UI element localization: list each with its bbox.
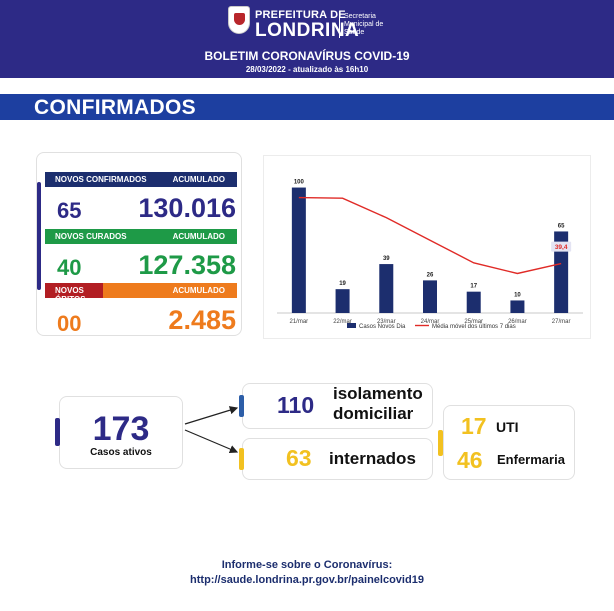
confirmados-acc-value: 130.016 xyxy=(138,193,236,223)
active-cases-value: 173 xyxy=(92,410,150,448)
header-divider xyxy=(339,12,340,38)
bar-value-label: 26 xyxy=(427,272,434,278)
curados-acc-value: 127.358 xyxy=(138,250,236,280)
hospital-card xyxy=(443,405,575,480)
internados-accent-bar xyxy=(239,448,244,470)
bulletin-date: 28/03/2022 - atualizado às 16h10 xyxy=(245,65,369,74)
confirmados-label: NOVOS CONFIRMADOS xyxy=(55,175,147,184)
bulletin-title: BOLETIM CORONAVÍRUS COVID-19 xyxy=(204,49,410,63)
obitos-acc-value: 2.485 xyxy=(168,305,236,335)
arrow-to-internados xyxy=(184,429,239,454)
crest-icon xyxy=(228,6,250,34)
obitos-header: NOVOS ÓBITOS xyxy=(45,283,103,304)
bar-22/mar xyxy=(335,289,350,313)
header-banner xyxy=(0,0,614,78)
org-name-line2: LONDRINA xyxy=(255,20,360,41)
secretaria-label: Secretaria Municipal de Saúde xyxy=(344,13,384,36)
bar-value-label: 65 xyxy=(558,223,565,229)
active-cases-label: Casos ativos xyxy=(90,447,152,458)
summary-accent-bar xyxy=(37,182,41,290)
curados-label: NOVOS CURADOS xyxy=(55,232,127,241)
bar-value-label: 19 xyxy=(339,281,346,287)
hospital-accent-bar xyxy=(438,430,443,456)
moving-average-line xyxy=(298,196,562,275)
active-accent-bar xyxy=(55,418,60,446)
enfermaria-value: 46 xyxy=(457,447,483,473)
x-tick-label: 23/mar xyxy=(377,319,396,325)
isolamento-card xyxy=(242,383,433,429)
section-band xyxy=(0,94,614,120)
bar-value-label: 10 xyxy=(514,292,521,298)
highlight-box xyxy=(551,241,572,252)
arrow-to-isolamento xyxy=(184,406,239,425)
cases-chart: 100 21/mar 19 22/mar 39 23/mar 26 24/mar 17 25/ma… xyxy=(277,180,583,330)
x-tick-label: 24/mar xyxy=(421,319,440,325)
footer-link[interactable]: http://saude.londrina.pr.gov.br/painelco… xyxy=(190,574,424,586)
obitos-acc-label: ACUMULADO xyxy=(172,286,225,295)
org-name-line1: PREFEITURA DE xyxy=(255,9,346,21)
bar-23/mar xyxy=(379,264,394,313)
x-tick-label: 25/mar xyxy=(464,319,483,325)
bar-21/mar xyxy=(291,187,306,313)
curados-day-value: 40 xyxy=(57,255,82,280)
legend-bar-swatch xyxy=(347,323,356,328)
isolamento-value: 110 xyxy=(277,392,315,418)
x-tick-label: 22/mar xyxy=(333,319,352,325)
legend-line-label: Média móvel dos últimos 7 dias xyxy=(432,324,516,330)
uti-value: 17 xyxy=(461,413,487,439)
moving-average-label: 39,4 xyxy=(555,244,568,251)
internados-value: 63 xyxy=(286,445,312,471)
bar-value-label: 100 xyxy=(294,180,305,186)
arrow-icon xyxy=(184,406,239,454)
bar-25/mar xyxy=(466,291,481,313)
footer-info: Informe-se sobre o Coronavírus: xyxy=(221,559,393,571)
internados-label: internados xyxy=(329,449,416,468)
bar-24/mar xyxy=(423,280,437,313)
enfermaria-label: Enfermaria xyxy=(497,452,565,467)
section-title: CONFIRMADOS xyxy=(34,96,196,119)
x-tick-label: 26/mar xyxy=(508,319,527,325)
x-tick-label: 27/mar xyxy=(552,319,571,325)
isolamento-label: isolamento domiciliar xyxy=(333,384,423,423)
uti-label: UTI xyxy=(496,419,519,435)
confirmados-day-value: 65 xyxy=(57,198,82,223)
obitos-day-value: 00 xyxy=(57,311,82,336)
obitos-label: NOVOS ÓBITOS xyxy=(55,286,86,304)
curados-acc-label: ACUMULADO xyxy=(172,232,225,241)
active-cases-card xyxy=(59,396,183,469)
bar-27/mar xyxy=(554,231,569,313)
confirmados-header: NOVOS CONFIRMADOS ACUMULADO xyxy=(45,172,237,187)
legend-bar-label: Casos Novos Dia xyxy=(359,324,406,330)
confirmados-acc-label: ACUMULADO xyxy=(172,175,225,184)
internados-card xyxy=(242,438,433,480)
isolamento-accent-bar xyxy=(239,395,244,417)
bar-value-label: 39 xyxy=(383,256,390,262)
x-tick-label: 21/mar xyxy=(290,319,309,325)
bar-26/mar xyxy=(510,300,525,313)
bar-value-label: 17 xyxy=(470,284,477,290)
curados-header: NOVOS CURADOS ACUMULADO xyxy=(45,229,237,244)
obitos-acc-header: ACUMULADO xyxy=(103,283,237,298)
